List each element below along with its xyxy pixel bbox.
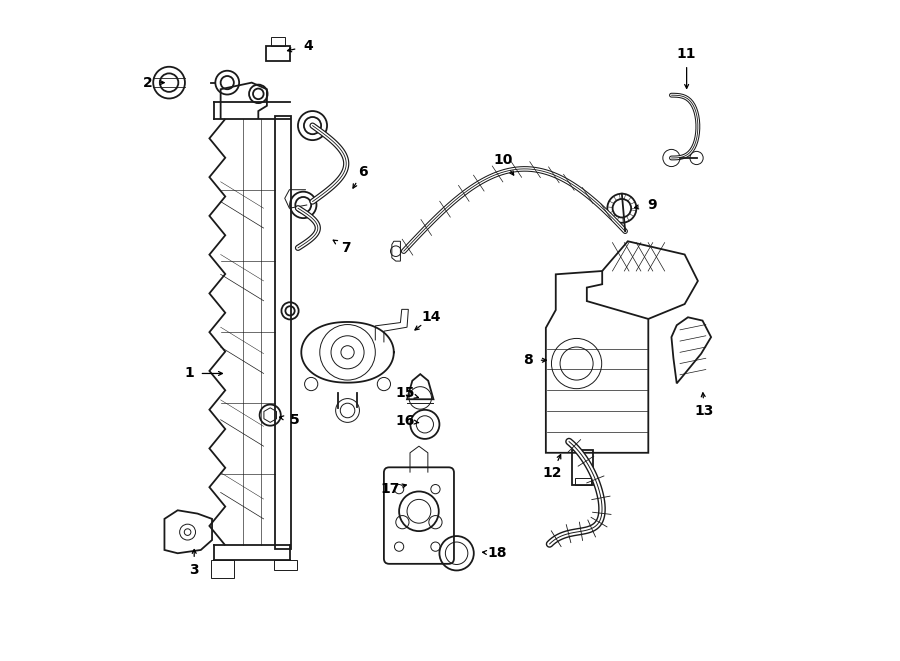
Bar	[575, 478, 590, 485]
Text: 15: 15	[395, 386, 415, 401]
Text: 17: 17	[381, 482, 400, 496]
Text: 10: 10	[493, 153, 513, 167]
Bar	[271, 37, 285, 46]
Text: 13: 13	[695, 404, 715, 418]
Text: 16: 16	[395, 414, 415, 428]
Text: 12: 12	[543, 465, 562, 480]
Text: 14: 14	[422, 310, 441, 325]
Text: 9: 9	[647, 198, 656, 212]
Text: 18: 18	[488, 546, 508, 561]
Text: 2: 2	[142, 75, 152, 90]
Bar	[275, 116, 292, 549]
Text: 4: 4	[303, 39, 313, 54]
Text: 8: 8	[523, 353, 533, 368]
Text: 1: 1	[184, 366, 194, 381]
Text: 3: 3	[189, 563, 199, 577]
Text: 11: 11	[677, 47, 697, 61]
Text: 6: 6	[358, 165, 367, 179]
Bar	[572, 450, 593, 485]
Text: 5: 5	[290, 412, 300, 427]
Bar	[266, 46, 290, 61]
Text: 7: 7	[341, 241, 350, 255]
